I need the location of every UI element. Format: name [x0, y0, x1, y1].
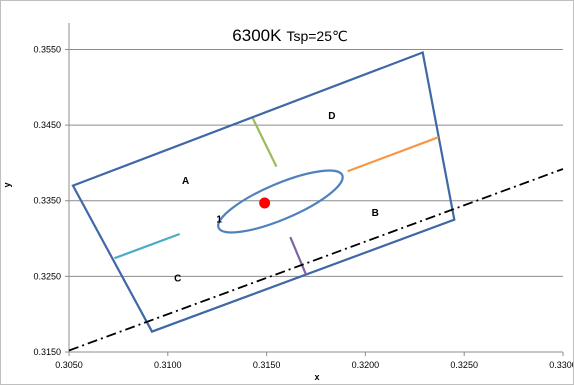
chart-title-main: 6300K [232, 26, 282, 45]
divider-line-a-c [114, 232, 181, 260]
macadam-ellipse [217, 169, 344, 234]
x-axis-label: x [314, 372, 319, 382]
y-tick-label: 0.3550 [33, 44, 61, 54]
y-tick-label: 0.3250 [33, 271, 61, 281]
bin-dividers [114, 117, 439, 276]
x-tick-label: 0.3200 [352, 360, 380, 370]
region-label-b: B [372, 208, 379, 219]
chart-title-sub: Tsp=25℃ [286, 28, 347, 44]
chart-title: 6300K Tsp=25℃ [232, 26, 347, 45]
bin-quadrangle [71, 51, 456, 333]
plot-area: A D B C 1 [68, 51, 564, 352]
region-label-c: C [174, 274, 181, 285]
x-tick-label: 0.3250 [450, 360, 478, 370]
y-tick-label: 0.3450 [33, 120, 61, 130]
region-label-d: D [328, 111, 335, 122]
region-label-1: 1 [216, 215, 222, 226]
x-tick-label: 0.3150 [253, 360, 281, 370]
planckian-locus-line [68, 168, 564, 352]
divider-line-b-c [289, 236, 308, 276]
grid-lines [68, 23, 563, 353]
region-labels: A D B C 1 [174, 111, 379, 285]
divider-line-a-d [251, 117, 278, 168]
y-tick-label: 0.3150 [33, 347, 61, 357]
x-tick-label: 0.3100 [154, 360, 182, 370]
x-tick-label: 0.3050 [55, 360, 83, 370]
y-tick-label: 0.3350 [33, 196, 61, 206]
region-label-a: A [182, 176, 189, 187]
y-axis-label: y [2, 182, 12, 187]
target-point [259, 197, 271, 209]
divider-line-d-b [347, 136, 439, 173]
